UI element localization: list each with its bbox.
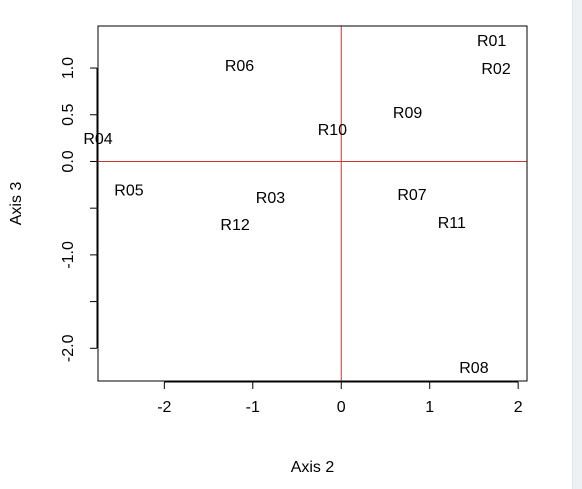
point-label: R03 — [256, 190, 285, 207]
y-tick-label: -1.0 — [60, 241, 77, 269]
point-label: R05 — [114, 182, 143, 199]
point-label: R01 — [477, 33, 506, 50]
point-label: R11 — [438, 215, 466, 232]
window-edge — [572, 0, 582, 489]
x-tick-label: -2 — [157, 399, 171, 416]
y-axis: -2.0 -1.0 0.0 0.5 1.0 — [60, 57, 98, 362]
y-axis-label: Axis 3 — [8, 182, 25, 226]
y-tick-label: 1.0 — [60, 57, 77, 79]
x-axis: -2 -1 0 1 2 — [157, 381, 523, 416]
x-tick-label: -1 — [246, 399, 260, 416]
y-tick-label: 0.5 — [60, 104, 77, 126]
x-tick-label: 0 — [337, 399, 346, 416]
point-label: R09 — [393, 105, 422, 122]
point-label: R10 — [318, 122, 347, 139]
point-label: R06 — [225, 58, 254, 75]
point-label: R02 — [481, 61, 510, 78]
point-labels: R01 R02 R03 R04 R05 R06 R07 R08 R09 R10 R11 R12 — [83, 33, 510, 377]
y-tick-label: -2.0 — [60, 334, 77, 362]
point-label: R12 — [220, 217, 249, 234]
y-tick-label: 0.0 — [60, 150, 77, 172]
x-axis-label: Axis 2 — [291, 459, 335, 476]
x-tick-label: 2 — [514, 399, 523, 416]
reference-lines — [98, 26, 527, 381]
x-tick-label: 1 — [425, 399, 434, 416]
point-label: R04 — [83, 131, 112, 148]
plot-frame — [97, 25, 528, 382]
point-label: R07 — [397, 187, 426, 204]
point-label: R08 — [459, 360, 488, 377]
